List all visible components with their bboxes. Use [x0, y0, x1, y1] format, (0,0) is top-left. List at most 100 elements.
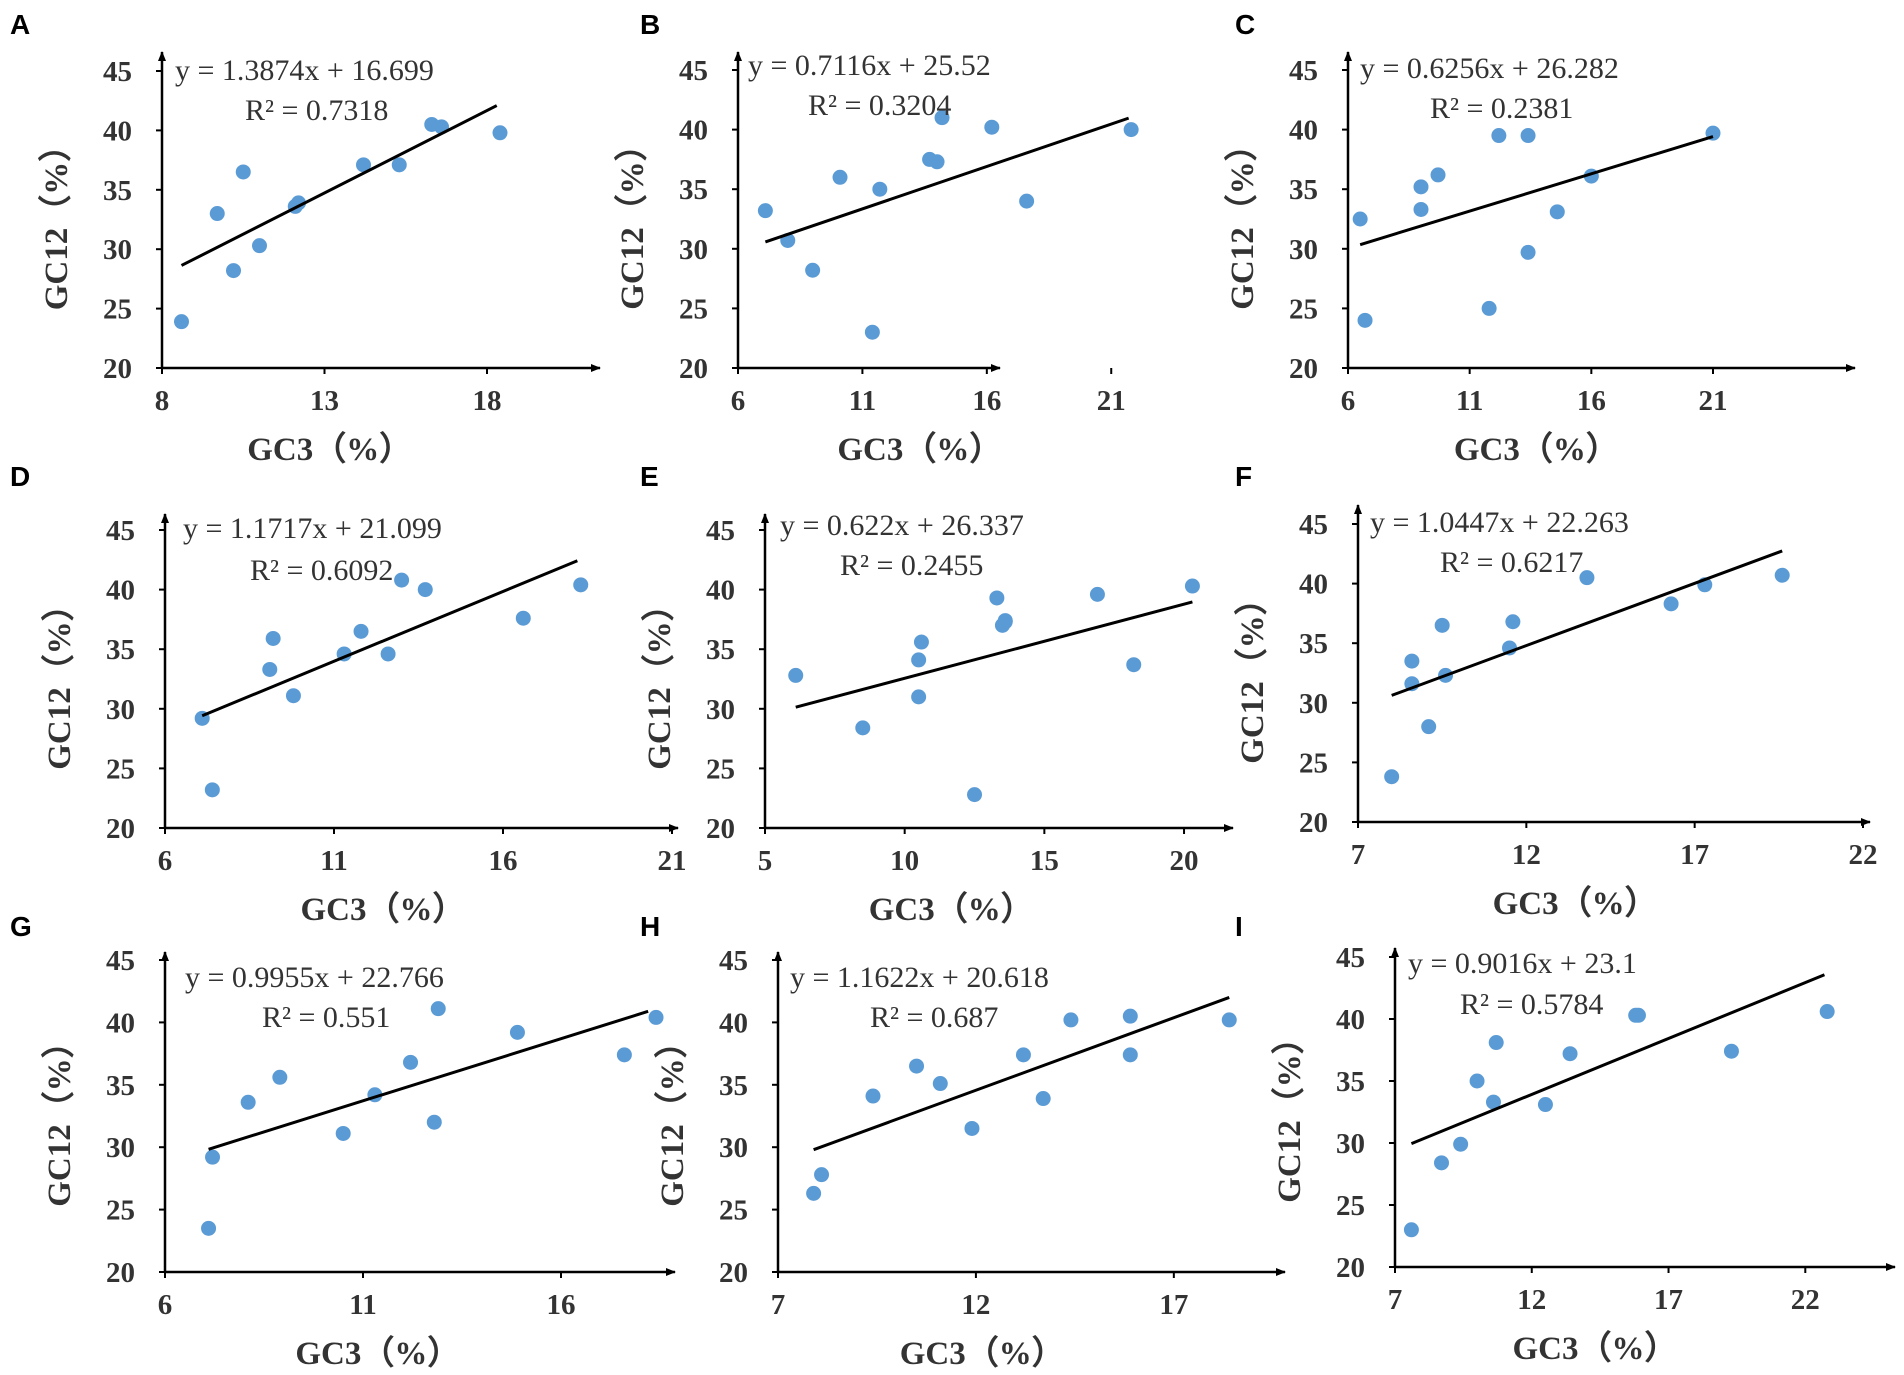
y-tick-label-i: 25	[1336, 1190, 1365, 1222]
x-tick-label-i: 12	[1517, 1284, 1546, 1316]
data-point-h	[1221, 1012, 1237, 1028]
x-tick-label-e: 10	[890, 845, 919, 877]
y-tick-label-c: 20	[1289, 353, 1318, 385]
panel-letter-g: G	[10, 911, 32, 942]
trend-equation-a: y = 1.3874x + 16.699	[175, 54, 434, 87]
data-point-c	[1352, 211, 1368, 227]
x-tick-label-a: 8	[155, 385, 170, 417]
data-point-h	[1015, 1047, 1031, 1063]
x-axis-title-g: GC3（%）	[295, 1335, 460, 1372]
data-point-i	[1488, 1035, 1504, 1051]
data-point-f	[1663, 596, 1679, 612]
trend-line-c	[1359, 135, 1714, 247]
data-point-h	[1122, 1047, 1138, 1063]
data-point-a	[252, 238, 267, 254]
y-tick-label-c: 40	[1289, 115, 1318, 147]
y-tick-label-c: 25	[1289, 293, 1318, 325]
panel-g: G 6 11 16 20 25 30 35 40 45 GC3（%） GC12（%） y = 0.995…	[10, 911, 676, 1372]
data-point-c	[1520, 244, 1536, 260]
data-point-d	[204, 782, 220, 798]
x-tick-label-b: 16	[972, 385, 1001, 417]
trend-line-e	[795, 600, 1193, 709]
y-tick-label-i: 35	[1336, 1066, 1365, 1098]
data-point-f	[1384, 769, 1400, 785]
y-axis-title-d: GC12（%）	[41, 588, 78, 770]
data-point-c	[1430, 167, 1446, 183]
data-point-e	[911, 689, 927, 705]
data-point-c	[1491, 128, 1507, 144]
data-point-a	[391, 157, 407, 173]
data-point-d	[573, 577, 589, 593]
y-tick-label-a: 35	[103, 175, 132, 207]
x-tick-label-f: 17	[1680, 839, 1709, 871]
x-tick-label-b: 6	[731, 385, 746, 417]
y-tick-label-a: 30	[103, 234, 132, 266]
panel-letter-d: D	[10, 461, 30, 492]
data-point-h	[806, 1185, 822, 1201]
r-squared-g: R² = 0.551	[262, 1001, 390, 1034]
trend-equation-d: y = 1.1717x + 21.099	[183, 512, 442, 545]
data-point-d	[394, 572, 410, 588]
data-point-g	[272, 1069, 288, 1085]
data-point-e	[1126, 657, 1142, 673]
x-tick-label-b: 11	[849, 385, 876, 417]
data-point-c	[1481, 300, 1497, 316]
data-point-d	[353, 623, 369, 639]
trend-line-d	[201, 559, 578, 718]
y-axis-title-c: GC12（%）	[1224, 128, 1261, 310]
data-point-a	[209, 206, 225, 222]
data-point-e	[911, 652, 927, 668]
data-point-i	[1562, 1046, 1578, 1062]
x-tick-label-c: 16	[1577, 385, 1606, 417]
y-tick-label-f: 40	[1299, 569, 1328, 601]
data-point-e	[913, 634, 929, 650]
x-axis-title-h: GC3（%）	[900, 1335, 1065, 1372]
x-axis-title-e: GC3（%）	[869, 891, 1034, 928]
panel-letter-f: F	[1235, 461, 1252, 492]
trend-equation-e: y = 0.622x + 26.337	[780, 509, 1024, 542]
x-tick-label-f: 7	[1351, 839, 1366, 871]
data-point-e	[989, 590, 1005, 606]
r-squared-c: R² = 0.2381	[1430, 92, 1573, 125]
data-point-d	[265, 630, 281, 646]
y-tick-label-b: 45	[679, 55, 708, 87]
data-point-c	[1413, 201, 1429, 217]
data-point-b	[872, 181, 888, 197]
data-point-b	[1123, 122, 1139, 138]
y-axis-title-i: GC12（%）	[1271, 1021, 1308, 1203]
data-point-b	[805, 262, 821, 278]
panel-i: I 7 12 17 22 20 25 30 35 40 45 GC3（%） GC12（%） y = 0.9…	[1235, 911, 1896, 1367]
data-point-f	[1434, 617, 1450, 633]
y-tick-label-e: 25	[706, 753, 735, 785]
x-tick-label-g: 11	[349, 1289, 376, 1321]
y-tick-label-d: 35	[106, 634, 135, 666]
x-tick-label-f: 22	[1849, 839, 1878, 871]
data-point-i	[1453, 1136, 1469, 1152]
y-tick-label-a: 25	[103, 294, 132, 326]
y-tick-label-i: 20	[1336, 1252, 1365, 1284]
r-squared-d: R² = 0.6092	[250, 554, 393, 587]
data-point-f	[1774, 567, 1790, 583]
r-squared-a: R² = 0.7318	[245, 94, 388, 127]
panel-b: B 6 11 16 21 20 25 30 35 40 45 GC3（%） GC12（%） y = 0.7…	[614, 9, 1139, 468]
y-tick-label-b: 40	[679, 115, 708, 147]
panel-letter-b: B	[640, 9, 660, 40]
y-tick-label-g: 30	[106, 1132, 135, 1164]
x-axis-title-a: GC3（%）	[247, 431, 412, 468]
x-tick-label-a: 13	[310, 385, 339, 417]
trend-line-b	[764, 116, 1130, 244]
y-tick-label-b: 35	[679, 174, 708, 206]
x-axis-title-f: GC3（%）	[1493, 885, 1658, 922]
x-axis-title-c: GC3（%）	[1454, 431, 1619, 468]
y-tick-label-f: 25	[1299, 747, 1328, 779]
trend-equation-h: y = 1.1622x + 20.618	[790, 961, 1049, 994]
x-tick-label-c: 21	[1699, 385, 1728, 417]
data-point-b	[934, 110, 950, 126]
data-point-d	[380, 646, 396, 662]
r-squared-e: R² = 0.2455	[840, 549, 983, 582]
data-point-b	[864, 324, 880, 340]
panel-letter-a: A	[10, 9, 30, 40]
trend-equation-g: y = 0.9955x + 22.766	[185, 961, 444, 994]
data-point-b	[832, 169, 848, 185]
panel-letter-e: E	[640, 461, 659, 492]
